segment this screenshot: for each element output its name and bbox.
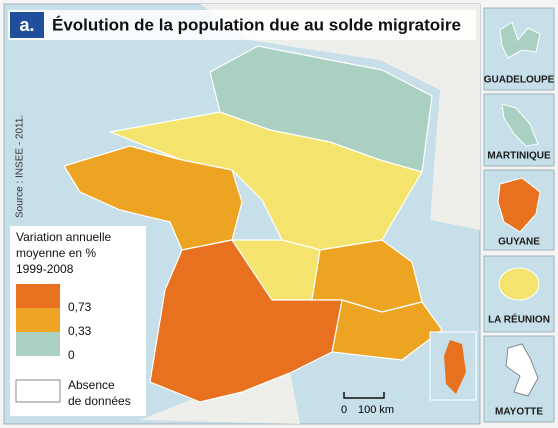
inset-shape (498, 267, 540, 301)
neighbour-land (200, 4, 480, 230)
legend-title: Variation annuelle (16, 230, 112, 244)
corsica (444, 340, 466, 394)
title-band (8, 10, 476, 40)
badge (10, 12, 44, 38)
title: Évolution de la population due au solde … (52, 15, 461, 34)
legend-label: de données (68, 394, 131, 408)
legend-label: 0 (68, 348, 75, 362)
insets: GUADELOUPE MARTINIQUE GUYANE LA RÉUNION … (483, 7, 555, 423)
scale-bar (343, 392, 385, 399)
inset-label: MARTINIQUE (487, 151, 551, 162)
region (149, 239, 343, 403)
region (109, 111, 423, 251)
badge-text: a. (19, 15, 34, 35)
legend-label: Absence (68, 378, 115, 392)
inset-label: GUADELOUPE (484, 75, 555, 86)
legend-swatch (16, 308, 60, 332)
scale-label: 100 km (358, 404, 394, 416)
inset-label: GUYANE (498, 237, 540, 248)
source: Source : INSEE - 2011. (15, 115, 26, 218)
regions (63, 45, 443, 403)
legend-swatch (16, 332, 60, 356)
legend-title: moyenne en % (16, 246, 96, 260)
legend-swatch (15, 379, 61, 403)
inset-shape (499, 21, 541, 59)
inset-label: MAYOTTE (495, 407, 543, 418)
scale-label: 0 (341, 404, 347, 416)
inset-shape (505, 343, 539, 397)
legend-title: 1999-2008 (16, 262, 74, 276)
inset-label: LA RÉUNION (488, 313, 550, 326)
legend-swatch (16, 284, 60, 308)
legend-label: 0,33 (68, 324, 92, 338)
inset-shape (497, 177, 541, 233)
legend-label: 0,73 (68, 300, 92, 314)
inset-shape (501, 103, 539, 147)
